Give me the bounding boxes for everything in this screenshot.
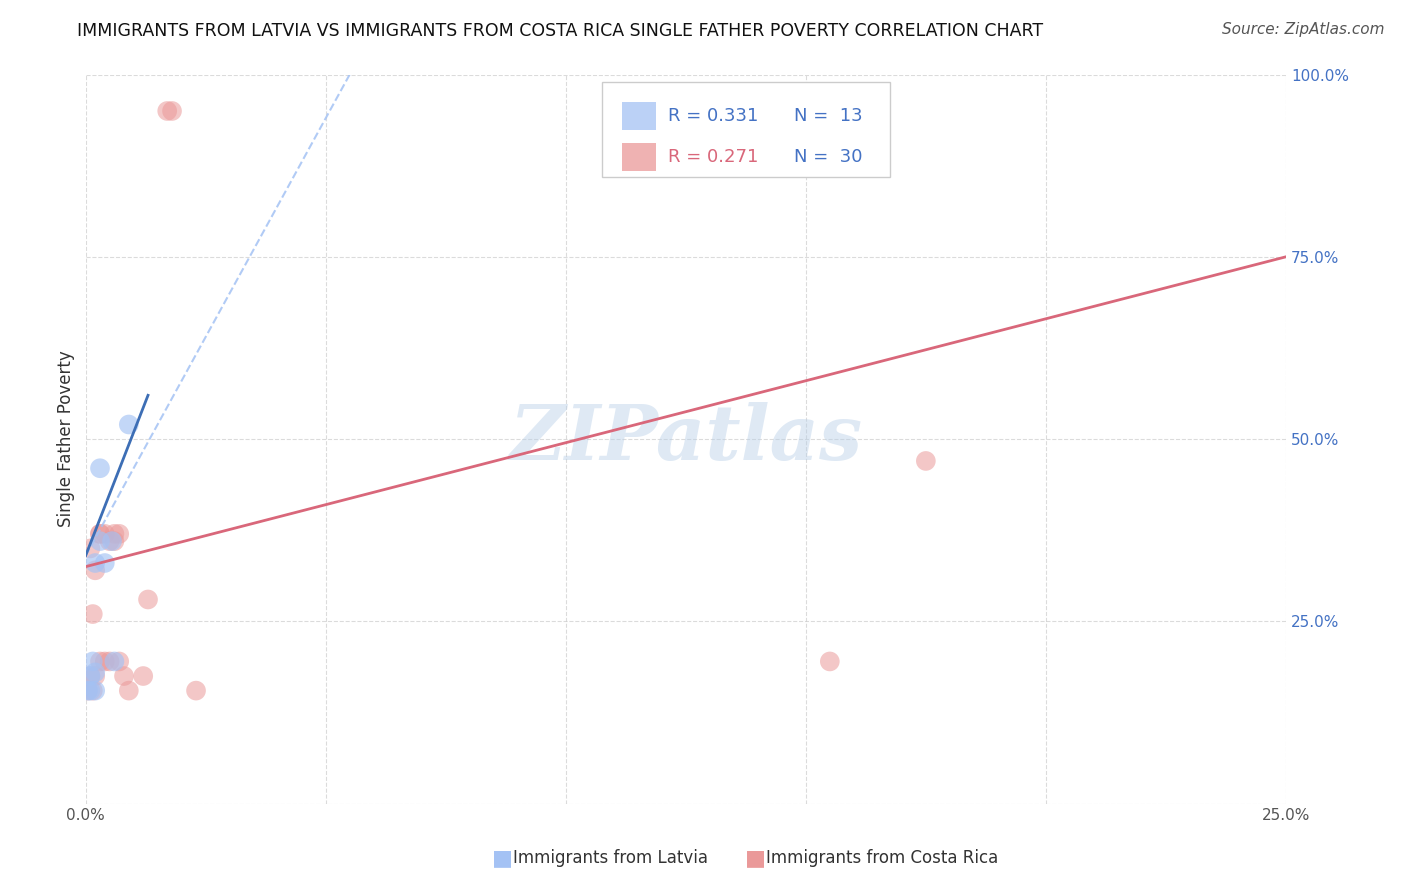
Point <box>94 655 117 669</box>
Point <box>89 526 111 541</box>
Point <box>82 683 104 698</box>
Point <box>79 669 101 683</box>
Point <box>101 534 124 549</box>
Point <box>82 607 104 621</box>
Point <box>156 103 179 118</box>
Text: IMMIGRANTS FROM LATVIA VS IMMIGRANTS FROM COSTA RICA SINGLE FATHER POVERTY CORRE: IMMIGRANTS FROM LATVIA VS IMMIGRANTS FRO… <box>77 22 1043 40</box>
Point <box>160 103 183 118</box>
Point <box>82 655 104 669</box>
Point <box>136 592 159 607</box>
Text: N =  30: N = 30 <box>794 148 862 166</box>
Point <box>98 534 121 549</box>
Text: Immigrants from Costa Rica: Immigrants from Costa Rica <box>766 849 998 867</box>
Point <box>118 417 141 432</box>
Point <box>84 665 107 680</box>
Point <box>79 669 101 683</box>
Point <box>94 556 117 570</box>
Point <box>132 669 155 683</box>
Point <box>84 669 107 683</box>
Point <box>108 655 131 669</box>
Point <box>94 526 117 541</box>
Point <box>184 683 207 698</box>
Point <box>79 541 101 556</box>
Point <box>89 534 111 549</box>
Point <box>77 683 100 698</box>
Y-axis label: Single Father Poverty: Single Father Poverty <box>58 351 75 527</box>
Point <box>79 683 101 698</box>
Point <box>103 534 125 549</box>
Point <box>89 526 111 541</box>
FancyBboxPatch shape <box>602 82 890 177</box>
Point <box>98 655 121 669</box>
Point <box>84 556 107 570</box>
Text: ■: ■ <box>492 848 513 868</box>
Text: Source: ZipAtlas.com: Source: ZipAtlas.com <box>1222 22 1385 37</box>
Text: ZIPatlas: ZIPatlas <box>509 402 862 476</box>
Point <box>118 683 141 698</box>
Point <box>914 454 936 468</box>
Text: R = 0.331: R = 0.331 <box>668 107 758 125</box>
Point <box>108 526 131 541</box>
Point <box>84 563 107 577</box>
Point <box>112 669 135 683</box>
Point <box>103 655 125 669</box>
Point <box>103 526 125 541</box>
Point <box>818 655 841 669</box>
Text: ■: ■ <box>745 848 766 868</box>
Text: Immigrants from Latvia: Immigrants from Latvia <box>513 849 709 867</box>
Text: N =  13: N = 13 <box>794 107 862 125</box>
Text: R = 0.271: R = 0.271 <box>668 148 758 166</box>
Point <box>84 683 107 698</box>
Point <box>77 683 100 698</box>
FancyBboxPatch shape <box>623 144 655 171</box>
Point <box>89 655 111 669</box>
FancyBboxPatch shape <box>623 103 655 130</box>
Point <box>89 461 111 475</box>
